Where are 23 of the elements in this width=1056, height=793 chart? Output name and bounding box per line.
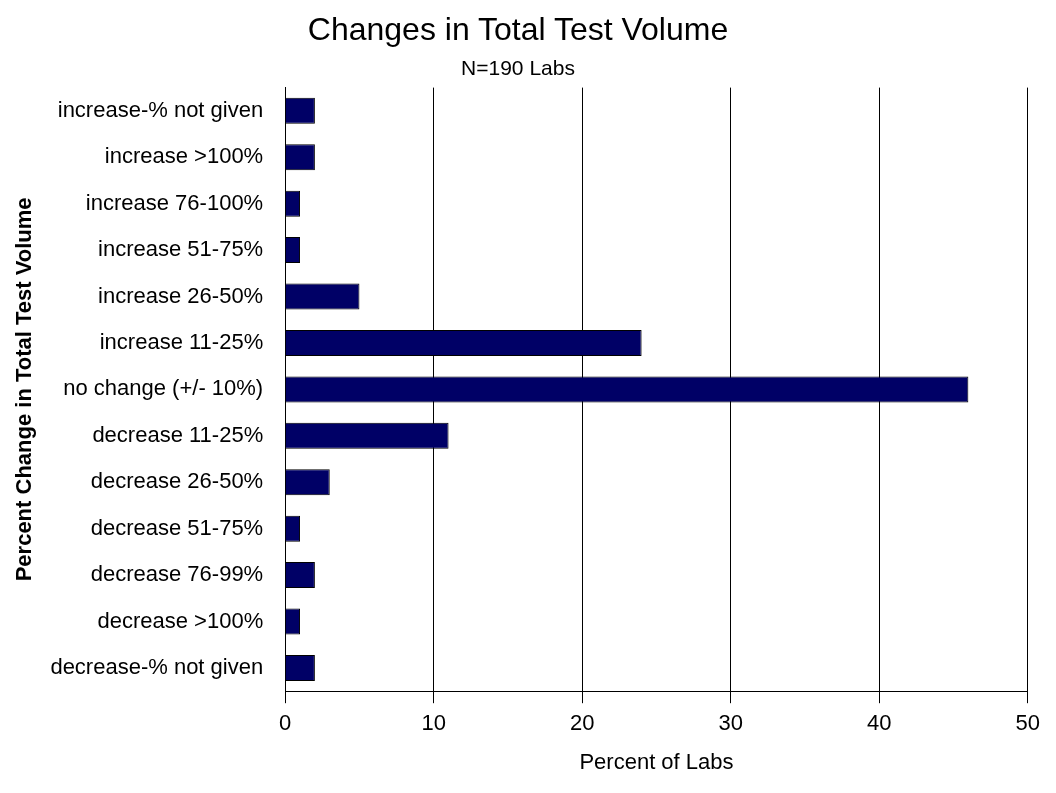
x-axis-title: Percent of Labs: [579, 748, 734, 774]
y-tick-label: increase 76-100%: [85, 189, 264, 215]
chart-title: Changes in Total Test Volume: [307, 11, 729, 48]
y-tick-label: increase 51-75%: [98, 236, 264, 262]
y-tick-label: decrease 26-50%: [90, 468, 264, 494]
y-tick-label: increase 26-50%: [98, 282, 264, 308]
y-tick-label: decrease-% not given: [50, 654, 264, 680]
y-tick-label: no change (+/- 10%): [63, 375, 264, 401]
y-axis-title: Percent Change in Total Test Volume: [11, 197, 37, 582]
x-tick-label: 20: [569, 710, 595, 736]
x-tick-label: 40: [867, 710, 892, 736]
y-tick-label: increase-% not given: [57, 96, 264, 122]
x-tick-label: 10: [421, 710, 446, 736]
y-tick-label: decrease 51-75%: [90, 514, 264, 540]
y-tick-label: increase 11-25%: [99, 329, 264, 355]
x-tick-label: 0: [279, 710, 292, 736]
y-tick-label: decrease 11-25%: [92, 421, 264, 447]
y-tick-label: increase >100%: [104, 143, 264, 169]
y-tick-label: decrease 76-99%: [90, 561, 264, 587]
chart-subtitle: N=190 Labs: [461, 55, 575, 79]
y-tick-label: decrease >100%: [97, 607, 264, 633]
x-tick-label: 50: [1015, 710, 1041, 736]
x-tick-label: 30: [718, 710, 743, 736]
